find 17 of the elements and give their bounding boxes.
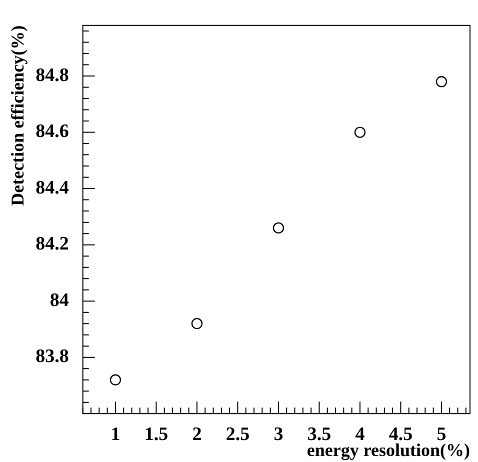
y-tick-label: 84.2 bbox=[36, 234, 69, 255]
y-tick-label: 84.8 bbox=[36, 64, 69, 86]
x-tick-label: 2.5 bbox=[226, 424, 250, 445]
y-tick-label: 84.4 bbox=[36, 177, 70, 198]
y-tick-label: 84 bbox=[50, 290, 70, 311]
x-tick-label: 1.5 bbox=[144, 424, 168, 445]
x-tick-label: 3 bbox=[274, 424, 284, 445]
y-axis-title: Detection efficiency(%) bbox=[7, 25, 28, 206]
x-tick-label: 2 bbox=[192, 424, 202, 445]
y-tick-label: 84.6 bbox=[36, 121, 69, 142]
point bbox=[354, 126, 366, 138]
point bbox=[191, 318, 203, 330]
x-tick-label: 1 bbox=[110, 424, 120, 445]
point bbox=[436, 76, 448, 88]
point bbox=[110, 374, 122, 386]
y-tick-label: 83.8 bbox=[36, 346, 69, 368]
point bbox=[272, 222, 284, 234]
